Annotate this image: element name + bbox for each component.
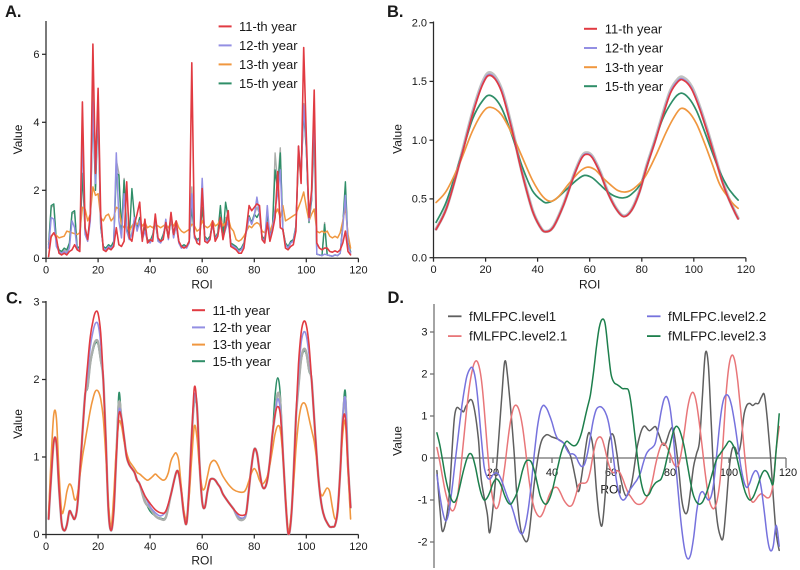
svg-text:11-th year: 11-th year xyxy=(213,303,271,318)
svg-text:60: 60 xyxy=(196,265,208,277)
svg-text:4: 4 xyxy=(33,117,39,129)
svg-text:0: 0 xyxy=(421,453,427,465)
svg-text:120: 120 xyxy=(779,467,797,479)
svg-text:120: 120 xyxy=(349,541,367,553)
svg-text:80: 80 xyxy=(636,264,648,276)
svg-text:Value: Value xyxy=(11,409,25,439)
svg-text:80: 80 xyxy=(248,541,260,553)
svg-text:2: 2 xyxy=(33,374,39,386)
svg-text:1.5: 1.5 xyxy=(412,76,427,88)
svg-text:0: 0 xyxy=(33,253,39,265)
svg-text:Value: Value xyxy=(11,124,25,154)
svg-text:100: 100 xyxy=(685,264,703,276)
svg-text:1.0: 1.0 xyxy=(412,135,427,147)
svg-text:ROI: ROI xyxy=(579,278,600,292)
svg-text:-1: -1 xyxy=(418,495,428,507)
svg-text:A.: A. xyxy=(5,3,22,21)
svg-text:60: 60 xyxy=(196,541,208,553)
svg-text:80: 80 xyxy=(664,467,676,479)
svg-text:100: 100 xyxy=(297,265,315,277)
svg-text:12-th year: 12-th year xyxy=(213,320,272,335)
svg-text:13-th year: 13-th year xyxy=(213,337,272,352)
svg-text:Value: Value xyxy=(391,426,405,456)
svg-text:C.: C. xyxy=(6,290,23,308)
svg-text:0: 0 xyxy=(43,265,49,277)
svg-text:3: 3 xyxy=(33,297,39,309)
svg-text:15-th year: 15-th year xyxy=(213,354,272,369)
svg-text:2: 2 xyxy=(421,369,427,381)
svg-text:fMLFPC.level2.2: fMLFPC.level2.2 xyxy=(668,309,766,324)
svg-text:ROI: ROI xyxy=(191,554,212,568)
svg-text:6: 6 xyxy=(33,49,39,61)
svg-text:100: 100 xyxy=(297,541,315,553)
svg-text:1: 1 xyxy=(33,452,39,464)
svg-text:2.0: 2.0 xyxy=(412,17,427,29)
svg-text:fMLFPC.level2.1: fMLFPC.level2.1 xyxy=(469,329,567,344)
svg-text:13-th year: 13-th year xyxy=(239,57,298,72)
svg-text:120: 120 xyxy=(349,265,367,277)
svg-text:2: 2 xyxy=(33,185,39,197)
svg-text:15-th year: 15-th year xyxy=(239,76,298,91)
svg-text:fMLFPC.level2.3: fMLFPC.level2.3 xyxy=(668,329,766,344)
svg-text:40: 40 xyxy=(144,265,156,277)
svg-text:0: 0 xyxy=(43,541,49,553)
svg-text:0: 0 xyxy=(33,529,39,541)
svg-text:20: 20 xyxy=(92,541,104,553)
svg-text:12-th year: 12-th year xyxy=(605,41,664,56)
svg-text:D.: D. xyxy=(388,289,405,307)
svg-text:40: 40 xyxy=(144,541,156,553)
svg-text:11-th year: 11-th year xyxy=(605,21,663,36)
svg-text:80: 80 xyxy=(248,265,260,277)
svg-text:1: 1 xyxy=(421,411,427,423)
svg-text:0: 0 xyxy=(430,264,436,276)
svg-text:0.5: 0.5 xyxy=(412,194,427,206)
svg-text:15-th year: 15-th year xyxy=(605,79,664,94)
svg-text:60: 60 xyxy=(584,264,596,276)
svg-text:120: 120 xyxy=(737,264,755,276)
svg-text:20: 20 xyxy=(479,264,491,276)
svg-text:60: 60 xyxy=(605,467,617,479)
svg-text:40: 40 xyxy=(532,264,544,276)
svg-text:B.: B. xyxy=(387,3,404,21)
svg-text:3: 3 xyxy=(421,327,427,339)
svg-text:11-th year: 11-th year xyxy=(239,19,297,34)
svg-text:13-th year: 13-th year xyxy=(605,60,664,75)
svg-text:12-th year: 12-th year xyxy=(239,38,298,53)
svg-text:-2: -2 xyxy=(418,537,428,549)
svg-text:fMLFPC.level1: fMLFPC.level1 xyxy=(469,309,556,324)
svg-text:Value: Value xyxy=(391,124,405,154)
svg-text:20: 20 xyxy=(92,265,104,277)
svg-text:ROI: ROI xyxy=(191,278,212,292)
svg-text:0.0: 0.0 xyxy=(412,252,427,264)
